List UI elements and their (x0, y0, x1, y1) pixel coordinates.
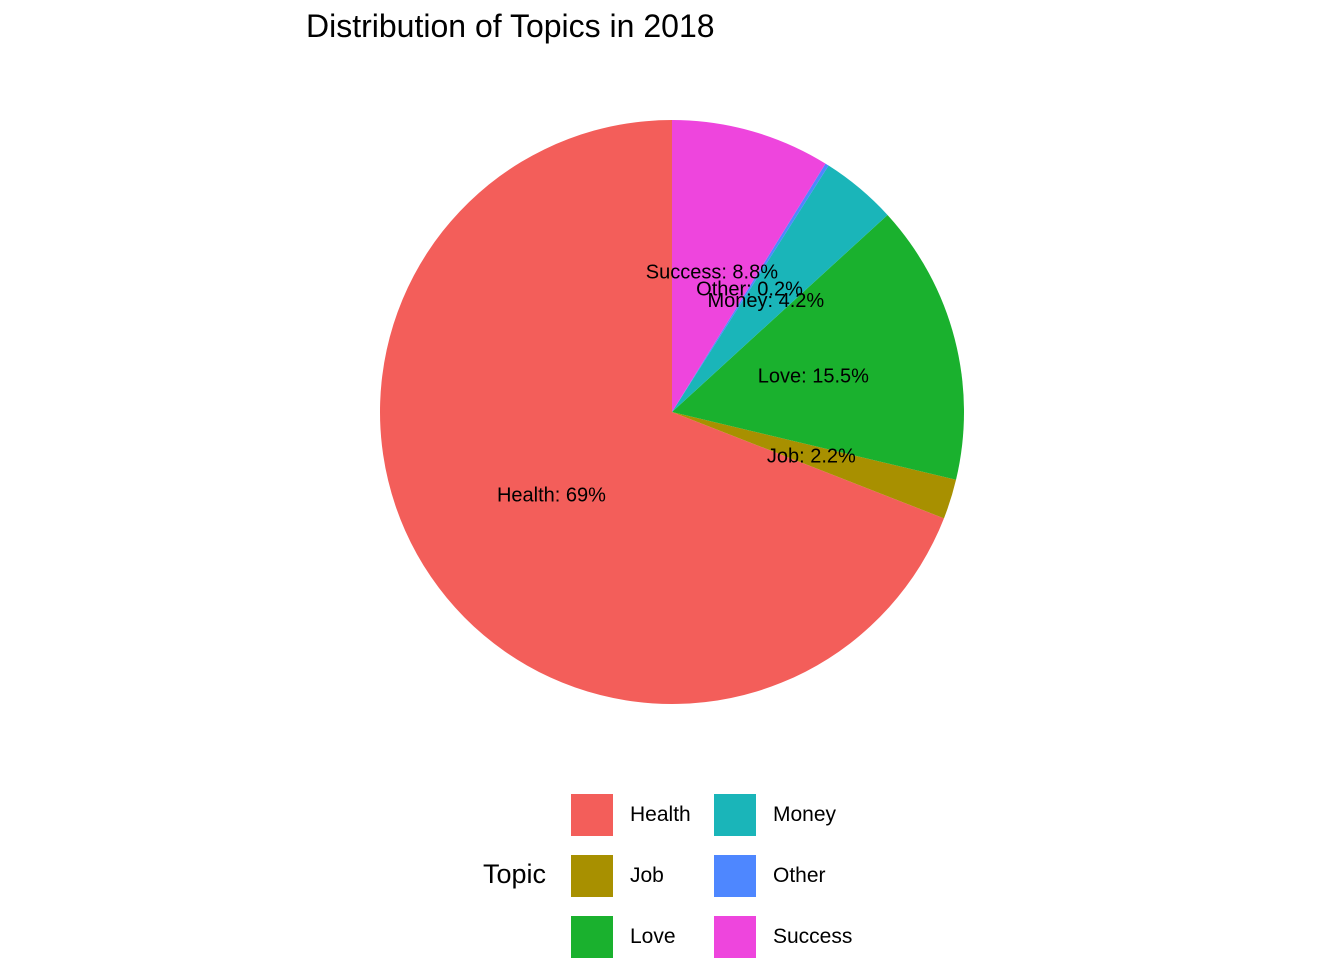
legend-swatch (571, 794, 613, 836)
slice-job (672, 412, 957, 519)
legend-label: Success (773, 925, 853, 948)
slice-label-job: Job: 2.2% (767, 446, 856, 468)
legend-swatch (714, 794, 756, 836)
legend-label: Money (773, 803, 837, 826)
legend-swatch (571, 855, 613, 897)
slice-label-money: Money: 4.2% (707, 290, 824, 312)
slice-label-other: Other: 0.2% (696, 278, 803, 300)
chart-title: Distribution of Topics in 2018 (306, 8, 715, 44)
slice-money (672, 165, 888, 412)
slice-love (672, 214, 964, 480)
legend-label: Other (773, 864, 826, 887)
pie-labels: Health: 69% Job: 2.2% Love: 15.5% Money: 4.… (497, 262, 869, 507)
slice-label-success: Success: 8.8% (646, 262, 779, 284)
legend-swatch (571, 916, 613, 958)
legend-item-other: Other (714, 855, 826, 897)
slice-label-health: Health: 69% (497, 484, 606, 506)
legend-item-money: Money (714, 794, 836, 836)
legend: Topic Health Job Love Money Other Success (483, 791, 903, 961)
legend-item-job: Job (571, 855, 664, 897)
legend-item-success: Success (714, 916, 852, 958)
legend-item-love: Love (571, 916, 676, 958)
legend-item-health: Health (571, 794, 691, 836)
legend-label: Health (630, 803, 691, 826)
legend-swatch (714, 855, 756, 897)
slice-label-love: Love: 15.5% (758, 365, 869, 387)
slice-other (672, 163, 829, 412)
pie-slices (380, 120, 964, 704)
legend-label: Job (630, 864, 664, 887)
slice-success (672, 120, 826, 412)
slice-health (380, 120, 944, 704)
legend-title: Topic (483, 859, 547, 889)
legend-swatch (714, 916, 756, 958)
legend-label: Love (630, 925, 676, 948)
pie-chart: Health: 69% Job: 2.2% Love: 15.5% Money: 4.… (380, 120, 964, 704)
